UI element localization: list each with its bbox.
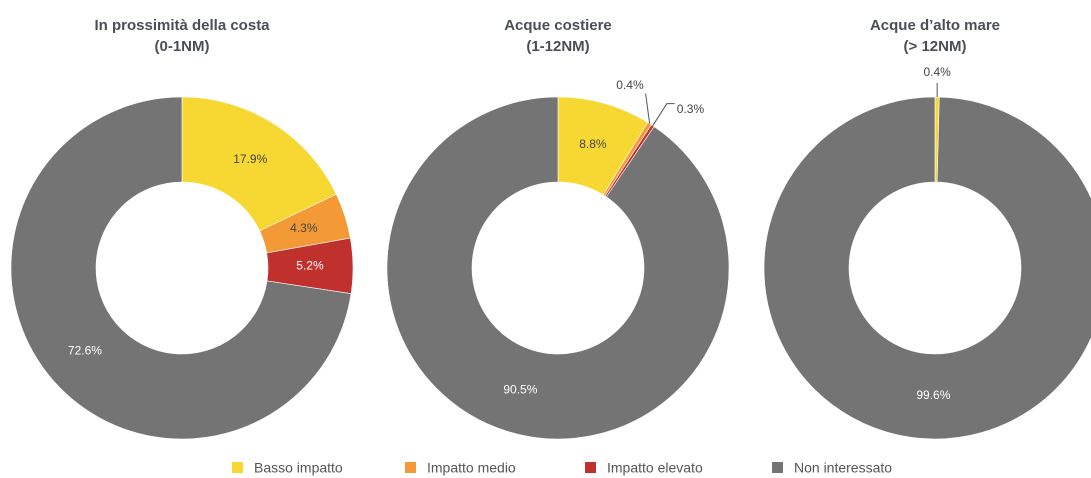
legend-swatch bbox=[405, 462, 416, 473]
donut-slice bbox=[181, 96, 337, 232]
chart-title: In prossimità della costa bbox=[94, 17, 270, 34]
data-label: 99.6% bbox=[916, 388, 950, 402]
data-label: 72.6% bbox=[68, 344, 102, 358]
donut-slice bbox=[386, 96, 730, 440]
chart-title: (> 12NM) bbox=[904, 38, 967, 55]
data-label: 90.5% bbox=[503, 383, 537, 397]
legend-label: Non interessato bbox=[794, 460, 892, 476]
data-label: 17.9% bbox=[233, 152, 267, 166]
chart-title: (1-12NM) bbox=[526, 38, 589, 55]
legend-label: Impatto elevato bbox=[607, 460, 703, 476]
data-label: 4.3% bbox=[290, 221, 318, 235]
legend-swatch bbox=[585, 462, 596, 473]
legend-swatch bbox=[772, 462, 783, 473]
donut-slice bbox=[10, 96, 352, 440]
legend-swatch bbox=[232, 462, 243, 473]
chart-title: (0-1NM) bbox=[155, 38, 210, 55]
data-label: 0.3% bbox=[677, 102, 705, 116]
data-label: 0.4% bbox=[616, 78, 644, 92]
data-label: 0.4% bbox=[923, 65, 951, 79]
leader-line bbox=[645, 93, 651, 124]
leader-line bbox=[652, 103, 675, 126]
chart-title: Acque d’alto mare bbox=[870, 17, 1000, 34]
legend-label: Basso impatto bbox=[254, 460, 343, 476]
legend-label: Impatto medio bbox=[427, 460, 516, 476]
data-label: 8.8% bbox=[579, 137, 607, 151]
donut-slice bbox=[763, 96, 1091, 440]
chart-title: Acque costiere bbox=[504, 17, 612, 34]
data-label: 5.2% bbox=[296, 259, 324, 273]
